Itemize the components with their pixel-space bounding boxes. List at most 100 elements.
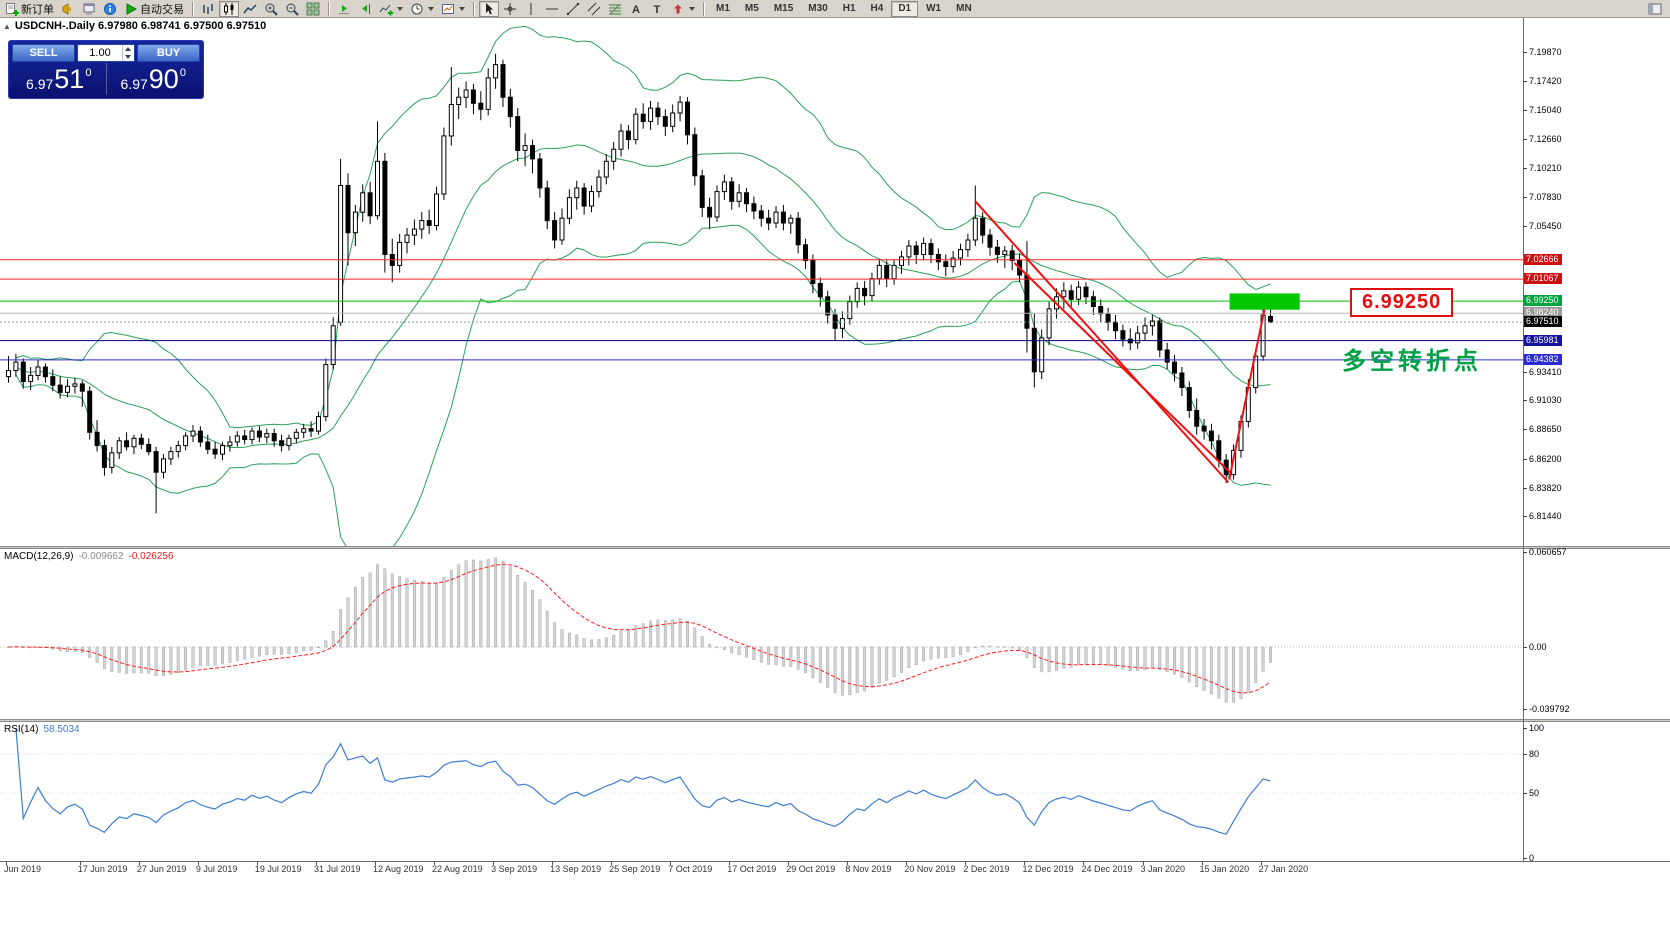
rsi-panel-canvas[interactable] bbox=[0, 722, 1523, 861]
axis-tick-mark bbox=[1523, 51, 1527, 53]
tile-windows-button[interactable] bbox=[303, 1, 323, 17]
new-order-icon bbox=[5, 2, 19, 16]
autotrading-button[interactable]: 自动交易 bbox=[121, 1, 187, 17]
time-tick-mark bbox=[1142, 861, 1144, 865]
toolbar-separator bbox=[703, 1, 705, 16]
candles-series bbox=[6, 53, 1273, 514]
volume-box bbox=[77, 44, 135, 62]
time-tick-mark bbox=[6, 861, 7, 865]
macd-panel-canvas[interactable] bbox=[0, 549, 1523, 719]
channel-icon bbox=[587, 2, 601, 16]
timeframe-m30-button[interactable]: M30 bbox=[801, 1, 834, 17]
timeframe-mn-button[interactable]: MN bbox=[949, 1, 979, 17]
price-axis-border bbox=[1523, 18, 1524, 861]
macd-main-value: -0.009662 bbox=[78, 551, 124, 562]
channel-button[interactable] bbox=[584, 1, 604, 17]
timeframe-h4-button[interactable]: H4 bbox=[864, 1, 891, 17]
timeframe-d1-button[interactable]: D1 bbox=[891, 0, 919, 17]
scale-tick-label: 6.83820 bbox=[1529, 482, 1562, 493]
candlestick-chart-button[interactable] bbox=[219, 0, 239, 17]
time-axis-label: 3 Jan 2020 bbox=[1140, 864, 1186, 874]
news-button[interactable] bbox=[58, 1, 78, 17]
info-button[interactable] bbox=[100, 1, 120, 17]
price-tag-label: 6.99250 bbox=[1524, 295, 1562, 307]
scale-tick-label: 7.05450 bbox=[1529, 221, 1562, 232]
volume-increase-button[interactable] bbox=[123, 45, 134, 53]
bar-chart-button[interactable] bbox=[198, 1, 218, 17]
time-axis-label: 17 Jun 2019 bbox=[77, 864, 128, 874]
volume-input[interactable] bbox=[78, 45, 122, 61]
axis-tick-mark bbox=[1523, 516, 1527, 518]
price-chart-canvas[interactable] bbox=[0, 18, 1523, 546]
time-tick-mark bbox=[493, 861, 495, 865]
scale-tick-label: 7.12660 bbox=[1529, 133, 1562, 144]
zoom-out-button[interactable] bbox=[282, 1, 302, 17]
line-chart-button[interactable] bbox=[240, 1, 260, 17]
scale-tick-label: 6.91030 bbox=[1529, 395, 1562, 406]
buy-button[interactable]: BUY bbox=[137, 44, 200, 62]
trendline-2[interactable] bbox=[1013, 262, 1232, 474]
time-tick-mark bbox=[79, 861, 81, 865]
vertical-line-button[interactable] bbox=[521, 1, 541, 17]
rsi-name: RSI(14) bbox=[4, 724, 39, 735]
auto-scroll-button[interactable] bbox=[334, 1, 354, 17]
zoom-in-button[interactable] bbox=[261, 1, 281, 17]
trendline-button[interactable] bbox=[563, 1, 583, 17]
fibo-icon bbox=[608, 2, 622, 16]
crosshair-button[interactable] bbox=[500, 1, 520, 17]
resistance-rectangle[interactable] bbox=[1229, 293, 1300, 310]
scale-tick-label: 0.060657 bbox=[1529, 547, 1567, 558]
time-tick-mark bbox=[906, 861, 908, 865]
scale-tick-label: 100 bbox=[1529, 723, 1545, 733]
fibonacci-button[interactable] bbox=[605, 1, 625, 17]
time-tick-mark bbox=[670, 861, 672, 865]
axis-tick-mark bbox=[1523, 81, 1527, 83]
time-tick-mark bbox=[1201, 861, 1203, 865]
templates-button[interactable] bbox=[438, 1, 468, 17]
macd-signal-line bbox=[8, 563, 1271, 694]
price-level-label[interactable]: 6.99250 bbox=[1350, 288, 1454, 317]
timeframe-m1-button[interactable]: M1 bbox=[709, 1, 737, 17]
chart-shift-button[interactable] bbox=[355, 1, 375, 17]
new-order-button[interactable]: 新订单 bbox=[2, 1, 57, 17]
trendline-1[interactable] bbox=[974, 200, 1230, 484]
arrows-button[interactable] bbox=[668, 1, 698, 17]
text-label-button[interactable]: T bbox=[647, 1, 667, 17]
turning-point-annotation[interactable]: 多空转折点 bbox=[1342, 348, 1482, 375]
horizontal-line-button[interactable] bbox=[542, 1, 562, 17]
axis-tick-mark bbox=[1523, 168, 1527, 170]
profiles-button[interactable] bbox=[79, 1, 99, 17]
timeframe-h1-button[interactable]: H1 bbox=[836, 1, 863, 17]
collapse-one-click-icon[interactable]: ▲ bbox=[3, 22, 11, 31]
text-button[interactable]: A bbox=[626, 1, 646, 17]
indicators-button[interactable] bbox=[376, 1, 406, 17]
panel-separator[interactable] bbox=[0, 719, 1670, 722]
scale-tick-label: 6.81440 bbox=[1529, 511, 1562, 522]
timeframe-w1-button[interactable]: W1 bbox=[919, 1, 948, 17]
cursor-button[interactable] bbox=[479, 0, 499, 17]
textA-icon: A bbox=[629, 2, 643, 16]
ohlc-info-text: USDCNH-.Daily 6.97980 6.98741 6.97500 6.… bbox=[14, 20, 267, 32]
trendline-3[interactable] bbox=[1228, 301, 1268, 480]
periods-button[interactable] bbox=[407, 1, 437, 17]
scale-tick-label: 6.88650 bbox=[1529, 424, 1562, 435]
timeframe-h1-button-label: H1 bbox=[842, 3, 856, 14]
info-icon bbox=[103, 2, 117, 16]
sell-button[interactable]: SELL bbox=[12, 44, 75, 62]
time-axis-label: 12 Dec 2019 bbox=[1022, 864, 1074, 874]
volume-decrease-button[interactable] bbox=[123, 53, 134, 61]
timeframe-m15-button[interactable]: M15 bbox=[767, 1, 800, 17]
svg-text:T: T bbox=[654, 4, 661, 16]
scale-tick-label: 0.00 bbox=[1529, 642, 1547, 652]
time-tick-mark bbox=[1260, 861, 1262, 865]
panel-toggle-button[interactable] bbox=[1645, 1, 1665, 17]
scale-tick-label: 6.93410 bbox=[1529, 366, 1562, 377]
price-tag-label: 6.95981 bbox=[1524, 334, 1562, 346]
timeframe-m5-button[interactable]: M5 bbox=[738, 1, 766, 17]
scale-tick-label: 50 bbox=[1529, 788, 1540, 798]
panel-separator[interactable] bbox=[0, 546, 1670, 549]
price-tag-label: 6.97510 bbox=[1524, 316, 1562, 328]
zoom-in-icon bbox=[264, 2, 278, 16]
